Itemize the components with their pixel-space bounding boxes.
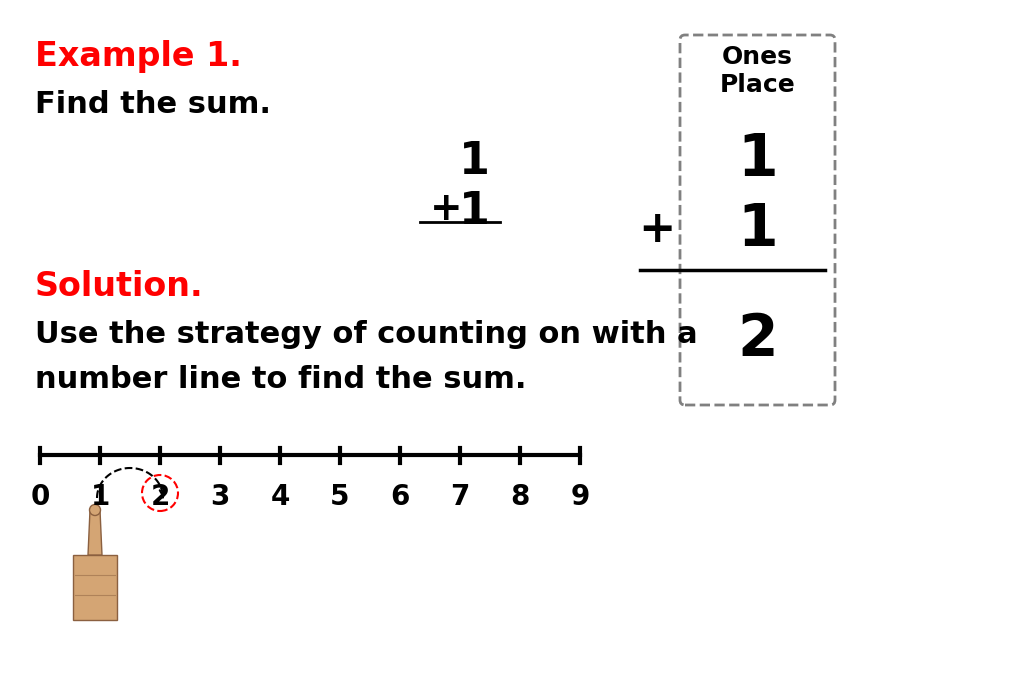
- Text: number line to find the sum.: number line to find the sum.: [35, 365, 526, 394]
- Text: 1: 1: [90, 483, 110, 511]
- Text: 1: 1: [459, 140, 490, 183]
- Text: Solution.: Solution.: [35, 270, 204, 303]
- Text: 1: 1: [737, 202, 778, 258]
- Text: 5: 5: [331, 483, 350, 511]
- Text: 8: 8: [510, 483, 529, 511]
- Text: 6: 6: [390, 483, 410, 511]
- Text: 7: 7: [451, 483, 470, 511]
- Circle shape: [89, 505, 100, 515]
- Text: 1: 1: [737, 132, 778, 188]
- Polygon shape: [73, 555, 117, 620]
- Text: Use the strategy of counting on with a: Use the strategy of counting on with a: [35, 320, 697, 349]
- Text: +: +: [638, 209, 676, 251]
- Text: 2: 2: [151, 483, 170, 511]
- Text: 0: 0: [31, 483, 50, 511]
- Polygon shape: [88, 510, 102, 555]
- Text: Find the sum.: Find the sum.: [35, 90, 271, 119]
- Text: Example 1.: Example 1.: [35, 40, 242, 73]
- Text: 2: 2: [737, 312, 778, 368]
- Text: 3: 3: [210, 483, 229, 511]
- Text: 9: 9: [570, 483, 590, 511]
- Text: +: +: [430, 190, 463, 228]
- Text: 4: 4: [270, 483, 290, 511]
- Text: Ones
Place: Ones Place: [720, 45, 796, 97]
- Text: 1: 1: [459, 190, 490, 233]
